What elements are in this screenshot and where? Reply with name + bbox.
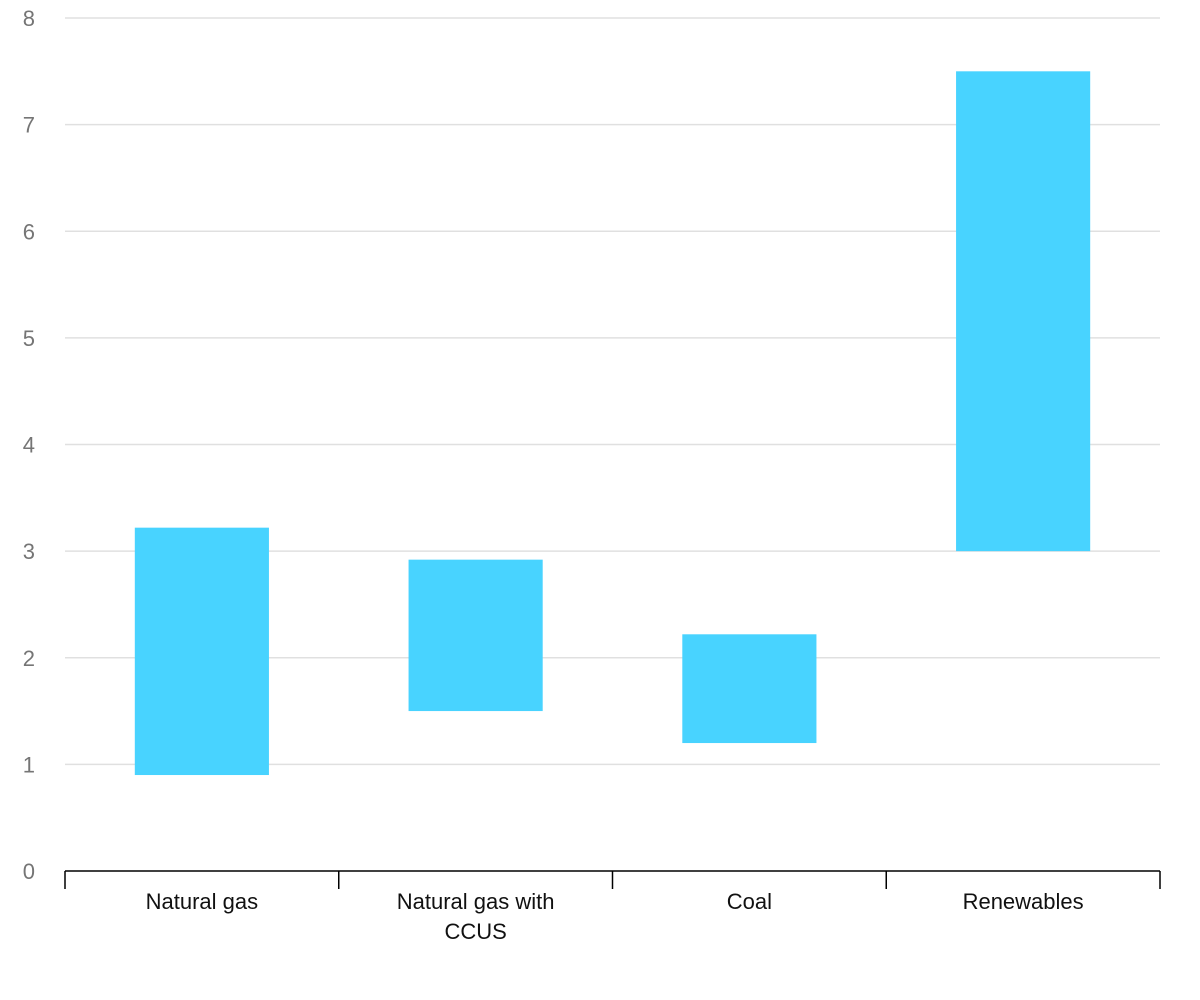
bars: [134, 71, 1091, 776]
x-tick-label-line: Natural gas with: [397, 889, 555, 914]
x-tick-label-line: Natural gas: [146, 889, 259, 914]
x-tick-label-line: CCUS: [444, 919, 506, 944]
bar: [956, 71, 1091, 552]
x-tick-label-line: Renewables: [963, 889, 1084, 914]
bar: [408, 559, 543, 712]
y-tick-label: 8: [23, 6, 35, 31]
x-tick-label: Coal: [727, 889, 772, 914]
y-tick-label: 0: [23, 859, 35, 884]
y-tick-label: 5: [23, 326, 35, 351]
x-tick-label: Renewables: [963, 889, 1084, 914]
y-axis-tick-labels: 0 1 2 3 4 5 6 7 8: [23, 6, 35, 884]
y-tick-label: 4: [23, 433, 35, 458]
x-tick-label: Natural gas with CCUS: [397, 889, 555, 944]
x-axis-tick-labels: Natural gas Natural gas with CCUS Coal Renew…: [146, 889, 1084, 944]
bar: [134, 527, 269, 776]
x-tick-label: Natural gas: [146, 889, 259, 914]
x-axis: [64, 870, 1161, 889]
y-tick-label: 7: [23, 113, 35, 138]
y-tick-label: 6: [23, 219, 35, 244]
y-tick-label: 3: [23, 539, 35, 564]
x-tick-label-line: Coal: [727, 889, 772, 914]
y-tick-label: 2: [23, 646, 35, 671]
bar: [682, 634, 817, 744]
y-tick-label: 1: [23, 752, 35, 777]
